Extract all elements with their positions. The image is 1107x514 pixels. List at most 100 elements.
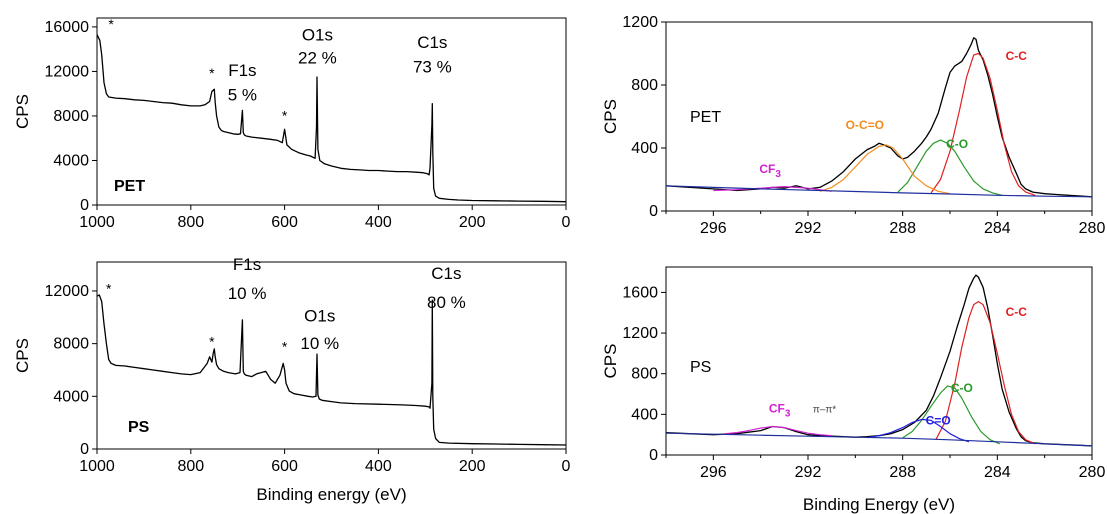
annotation-subscript: 3 [785,408,791,419]
x-tick-label: 1000 [79,214,115,231]
x-tick-label: 0 [562,458,571,475]
sample-label: PET [114,178,145,195]
y-axis-label: CPS [601,344,620,379]
y-tick-label: 12000 [45,63,90,80]
annotation: * [108,16,114,32]
annotation: 73 % [413,58,452,77]
annotation-text: 73 % [413,58,452,77]
annotation-text: CF [769,401,785,415]
annotation: 10 % [300,334,339,353]
x-tick-label: 1000 [79,458,115,475]
y-tick-label: 800 [631,366,658,383]
annotation-text: * [282,107,288,123]
sample-label: PS [690,359,711,376]
x-tick-label: 280 [1079,220,1106,237]
x-tick-label: 0 [562,214,571,231]
series-line-3 [867,418,970,443]
annotation: O1s [302,25,333,44]
y-tick-label: 12000 [45,283,90,300]
x-tick-label: 296 [700,220,727,237]
plot-frame [665,266,1093,456]
series-line-4 [713,186,832,192]
x-tick-label: 400 [365,458,392,475]
x-axis-label: Binding energy (eV) [256,485,406,504]
annotation-text: 80 % [427,293,466,312]
panel-c1s-ps: 296 292 288 284 280 0 400 800 1200 1600 CPS Binding… [601,266,1106,514]
annotation-text: C1s [417,33,447,52]
annotation: C-O [946,137,968,151]
x-tick-label: 284 [984,220,1011,237]
annotation: CF3 [769,401,791,419]
annotation-text: F1s [228,61,256,80]
sample-label: PET [690,109,721,126]
annotation-text: C=O [926,414,951,428]
x-tick-label: 288 [889,464,916,481]
annotation-text: π–π* [813,404,836,415]
series-line-3 [819,144,951,195]
y-tick-label: 1200 [622,14,658,31]
annotation-text: C1s [431,264,461,283]
annotation-text: CF [759,162,775,176]
annotation-text: * [209,333,215,349]
annotation-text: 10 % [228,284,267,303]
series-line-4 [725,425,832,437]
annotation: π–π* [813,404,836,415]
series-line-2 [897,139,1003,196]
annotation: O1s [304,306,335,325]
y-tick-label: 4000 [53,152,89,169]
series-line-1 [935,301,1036,445]
x-tick-label: 292 [795,220,822,237]
x-tick-label: 800 [177,214,204,231]
annotation: C1s [417,33,447,52]
y-tick-label: 4000 [53,388,89,405]
annotation: C1s [431,264,461,283]
y-axis-label: CPS [601,99,620,134]
annotation: F1s [233,255,261,274]
series-line-0 [97,34,566,203]
annotation: O-C=O [846,118,884,132]
y-tick-label: 8000 [53,108,89,125]
y-tick-label: 400 [631,406,658,423]
annotation-text: C-O [946,137,968,151]
plot-frame [96,261,567,450]
y-tick-label: 800 [631,77,658,94]
y-axis-label: CPS [13,338,32,373]
y-tick-label: 1600 [622,284,658,301]
annotation-text: C-O [951,381,973,395]
series-line-5 [666,185,1092,198]
annotation: 22 % [298,49,337,68]
annotation-text: * [209,65,215,81]
y-axis-label: CPS [13,94,32,129]
x-tick-label: 284 [984,464,1011,481]
y-tick-label: 0 [80,197,89,214]
annotation-text: F1s [233,255,261,274]
x-tick-label: 200 [459,214,486,231]
annotation-text: * [282,339,288,355]
annotation-text: C-C [1006,49,1028,63]
annotation-text: O1s [302,25,333,44]
annotation: 80 % [427,293,466,312]
panel-c1s-pet: 296 292 288 284 280 0 400 800 1200 CPS C-C C-O O-C=O… [601,14,1105,237]
panel-survey-ps: 1000 800 600 400 200 0 0 4000 8000 12000 CPS Bindin… [13,255,571,504]
annotation: C-C [1006,49,1028,63]
series-line-0 [666,274,1092,447]
x-tick-label: 800 [177,458,204,475]
annotation-text: * [108,16,114,32]
annotation: C-O [951,381,973,395]
annotation-text: 22 % [298,49,337,68]
annotation-text: * [106,281,112,297]
x-tick-label: 200 [459,458,486,475]
annotation-text: 10 % [300,334,339,353]
annotation-text: O-C=O [846,118,884,132]
y-tick-label: 0 [649,203,658,220]
series-line-2 [902,385,1000,445]
sample-label: PS [128,419,150,436]
annotation: C-C [1006,305,1028,319]
annotation-text: 5 % [228,85,257,104]
y-tick-label: 400 [631,140,658,157]
series-line-0 [97,294,566,446]
series-line-5 [666,432,1092,447]
x-tick-label: 280 [1079,464,1106,481]
series-line-1 [930,52,1036,196]
